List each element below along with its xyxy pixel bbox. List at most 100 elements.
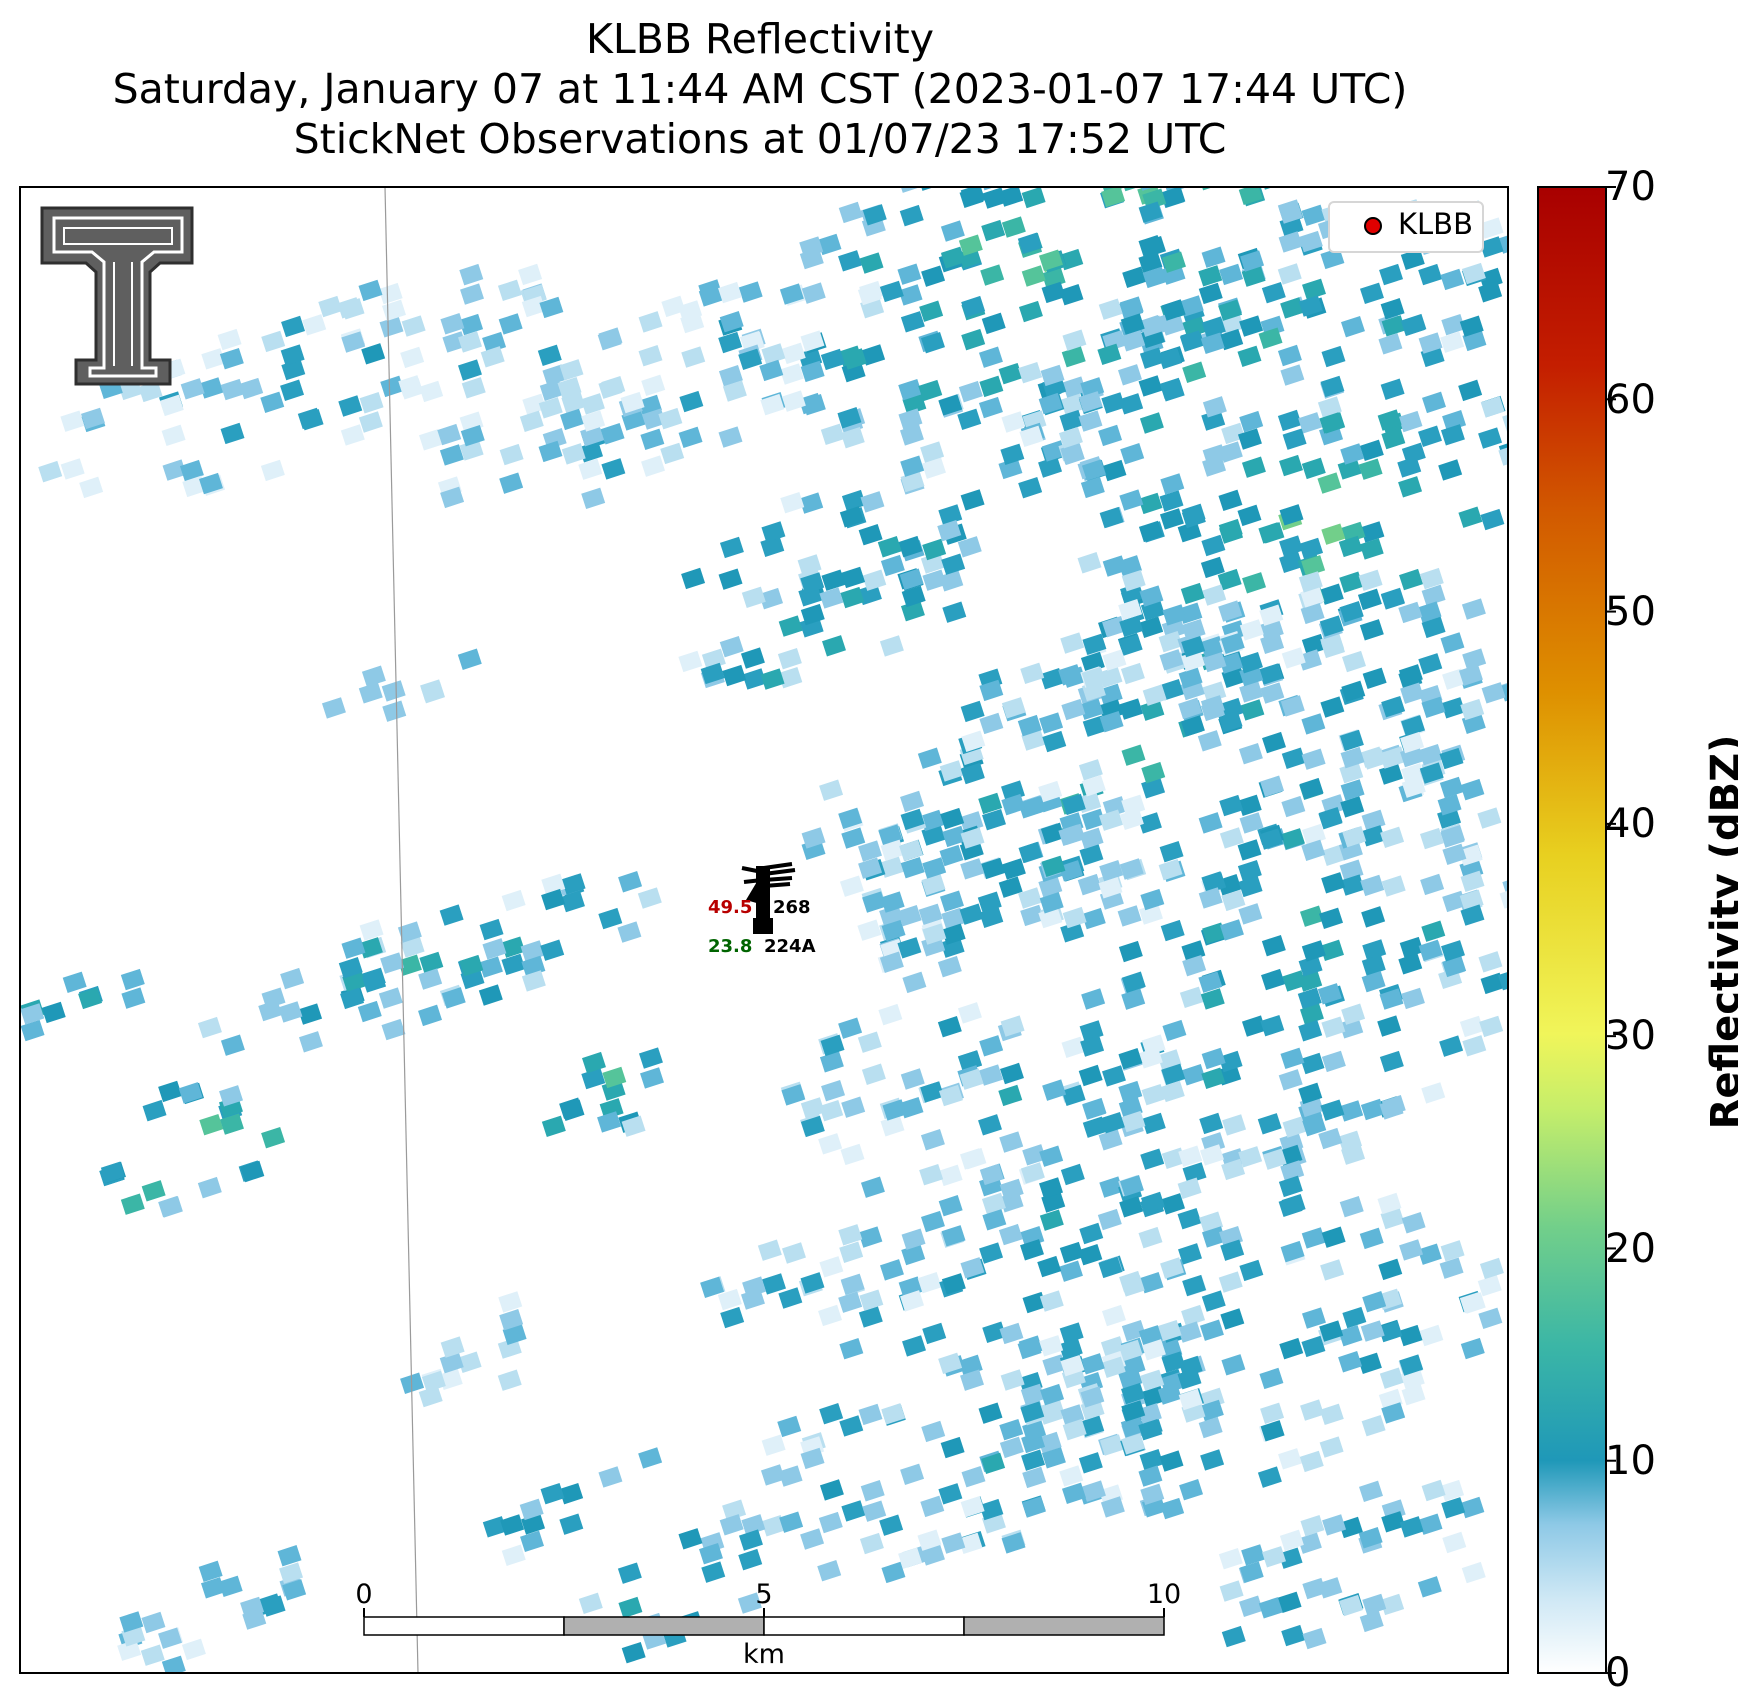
radar-bin [1041,440,1066,462]
radar-bin [1400,682,1425,704]
station-id-224a: 224A [764,936,816,957]
texas-tech-logo-icon [40,206,194,386]
radar-bin [1059,409,1084,432]
radar-bin [938,1195,963,1217]
radar-bin [1218,1548,1243,1570]
radar-bin [1177,1207,1202,1230]
radar-bin [899,204,924,227]
radar-bin [921,457,946,479]
radar-bin [559,1097,584,1119]
radar-bin [718,281,743,304]
radar-bin [1359,439,1384,462]
radar-bin [982,187,1007,209]
radar-bin [499,1309,524,1331]
radar-bin [880,839,905,861]
radar-bin [478,984,503,1006]
radar-bin [459,954,484,977]
radar-bin [960,762,985,785]
radar-bin [457,359,482,381]
radar-bin [1440,268,1465,291]
radar-bin [1159,490,1184,512]
legend [1328,201,1484,253]
radar-bin [281,315,306,338]
radar-bin [1119,698,1144,720]
radar-bin [777,1415,802,1438]
radar-bin [359,392,384,414]
radar-bin [718,365,743,387]
radar-bin [880,554,905,577]
radar-bin [1362,667,1387,689]
radar-bin [1080,1035,1105,1057]
radar-bin [1298,412,1323,434]
radar-bin [958,234,983,256]
radar-bin [821,1079,846,1102]
radar-bin [1478,427,1503,449]
radar-bin [617,921,642,943]
radar-bin [879,635,904,657]
radar-bin [1080,476,1105,499]
radar-bin [340,987,365,1010]
radar-bin [1178,1145,1203,1167]
radar-bin [498,313,523,335]
radar-bin [920,1210,945,1233]
radar-bin [1461,262,1486,285]
radar-bin [978,346,1003,368]
radar-bin [278,1001,303,1023]
radar-bin [1321,1226,1346,1248]
radar-bin [601,458,626,480]
radar-bin [821,569,846,591]
radar-bin [1178,1388,1203,1411]
radar-bin [1361,906,1386,928]
radar-bin [1339,1100,1364,1122]
radar-bin [1239,410,1264,433]
radar-bin [440,313,465,335]
radar-bin [1157,1383,1182,1405]
radar-bin [497,1369,522,1391]
radar-bin [518,263,543,286]
radar-bin [1098,1129,1123,1151]
radar-bin [220,378,245,401]
radar-bin [778,1287,803,1309]
radar-bin [1140,699,1165,721]
scale-label-0: 0 [355,1579,373,1610]
radar-bin [1378,763,1403,785]
radar-bin [1341,521,1366,544]
radar-bin [1319,1436,1344,1458]
radar-bin [1258,1597,1283,1619]
radar-bin [1198,812,1223,834]
radar-bin [1082,633,1107,656]
radar-bin [1159,678,1184,701]
radar-bin [1037,1431,1062,1454]
radar-bin [858,1306,883,1328]
radar-bin [957,1002,982,1024]
radar-bin [220,1034,245,1056]
radar-bin [1320,939,1344,962]
radar-bin [1022,1419,1047,1442]
radar-bin [1260,522,1285,544]
radar-bin [1317,983,1342,1005]
radar-bin [1220,632,1245,654]
radar-bin [380,375,405,398]
radar-bin [499,472,524,494]
radar-bin [1360,746,1385,768]
radar-bin [720,1306,745,1329]
radar-bin [1201,1226,1226,1248]
radar-bin [1421,696,1446,718]
radar-bin [219,347,244,370]
radar-bin [1317,472,1342,494]
radar-bin [557,376,582,399]
radar-bin [799,492,824,514]
radar-bin [901,585,926,608]
radar-bin [1018,361,1043,384]
radar-bin [862,1500,887,1522]
radar-bin [1279,504,1304,526]
radar-bin [1099,506,1124,529]
radar-bin [1418,743,1443,766]
radar-bin [800,1272,825,1294]
radar-bin [1400,248,1425,271]
radar-bin [1399,568,1424,591]
radar-bin [818,1304,843,1327]
radar-bin [917,1529,942,1551]
radar-bin [1039,892,1064,914]
radar-bin [838,1291,863,1313]
